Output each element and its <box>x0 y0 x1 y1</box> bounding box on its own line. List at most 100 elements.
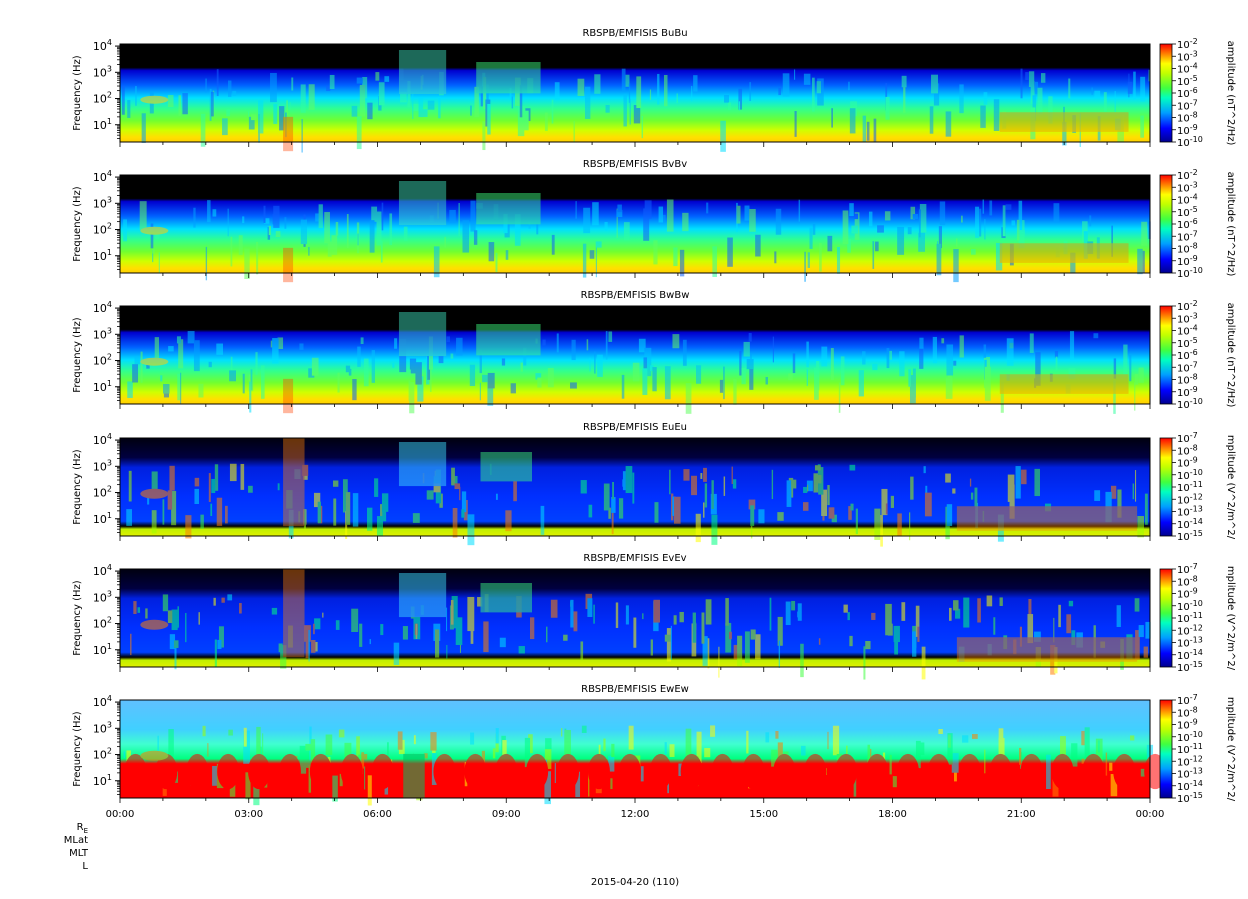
colorbar-tick-label: 10-6 <box>1177 86 1198 100</box>
x-tick-label: 15:00 <box>749 809 778 820</box>
spectrogram-image <box>120 44 1150 142</box>
colorbar-tick-label: 10-9 <box>1177 123 1198 137</box>
y-tick-label: 101 <box>93 248 112 263</box>
spectrogram-panel-4: RBSPB/EMFISIS EuEu 101 102 103 104 Frequency … <box>72 422 1236 547</box>
x-axis <box>119 667 1151 672</box>
y-axis: 101 102 103 104 <box>93 432 120 533</box>
colorbar-tick-label: 10-8 <box>1177 242 1198 256</box>
colorbar-tick-label: 10-8 <box>1177 111 1198 125</box>
colorbar-tick-label: 10-7 <box>1177 431 1198 445</box>
x-axis <box>119 142 1151 147</box>
colorbar-label: mplitude (V^2/m^2/ <box>1225 435 1236 540</box>
colorbar: 10-210-310-410-510-610-710-810-910-10 amp… <box>1159 299 1236 411</box>
colorbar-tick-label: 10-6 <box>1177 348 1198 362</box>
colorbar-tick-label: 10-7 <box>1177 562 1198 576</box>
y-tick-label: 104 <box>93 694 112 709</box>
ephemeris-label: L <box>82 861 88 872</box>
y-tick-label: 101 <box>93 379 112 394</box>
y-axis: 101 102 103 104 <box>93 169 120 270</box>
colorbar-tick-label: 10-11 <box>1177 742 1203 756</box>
x-axis: 00:00 03:00 06:00 09:00 12:00 15:00 18:00 21:00… <box>106 798 1164 820</box>
y-tick-label: 101 <box>93 117 112 132</box>
colorbar: 10-210-310-410-510-610-710-810-910-10 amp… <box>1159 168 1236 280</box>
y-tick-label: 102 <box>93 353 112 368</box>
colorbar-tick-label: 10-14 <box>1177 648 1203 662</box>
x-tick-label: 03:00 <box>234 809 263 820</box>
y-tick-label: 101 <box>93 773 112 788</box>
colorbar-tick-label: 10-3 <box>1177 180 1198 194</box>
colorbar-tick-label: 10-7 <box>1177 229 1198 243</box>
date-label: 2015-04-20 (110) <box>591 877 679 888</box>
x-tick-label: 18:00 <box>878 809 907 820</box>
colorbar-tick-label: 10-2 <box>1177 37 1198 51</box>
colorbar-tick-label: 10-5 <box>1177 336 1198 350</box>
y-tick-label: 104 <box>93 563 112 578</box>
y-axis-label: Frequency (Hz) <box>72 580 83 656</box>
spectrogram-texture <box>121 50 1150 153</box>
colorbar-tick-label: 10-7 <box>1177 98 1198 112</box>
colorbar-tick-label: 10-15 <box>1177 529 1203 543</box>
colorbar-tick-label: 10-5 <box>1177 74 1198 88</box>
y-tick-label: 102 <box>93 91 112 106</box>
colorbar-gradient <box>1159 305 1173 405</box>
y-axis: 101 102 103 104 <box>93 300 120 401</box>
colorbar-tick-label: 10-10 <box>1177 266 1203 280</box>
colorbar-tick-label: 10-4 <box>1177 324 1198 338</box>
y-tick-label: 103 <box>93 589 112 604</box>
colorbar-gradient <box>1159 568 1173 668</box>
colorbar-tick-label: 10-13 <box>1177 505 1203 519</box>
spectrogram-texture <box>127 312 1144 414</box>
colorbar-gradient <box>1159 699 1173 799</box>
colorbar-tick-label: 10-9 <box>1177 718 1198 732</box>
colorbar-tick-label: 10-2 <box>1177 299 1198 313</box>
colorbar-tick-label: 10-7 <box>1177 693 1198 707</box>
colorbar-tick-label: 10-8 <box>1177 705 1198 719</box>
y-tick-label: 102 <box>93 616 112 631</box>
colorbar-label: amplitude (nT^2/Hz) <box>1225 41 1236 146</box>
ephemeris-label: RE <box>77 822 88 835</box>
y-axis: 101 102 103 104 <box>93 694 120 795</box>
x-tick-label: 09:00 <box>492 809 521 820</box>
colorbar-label: amplitude (nT^2/Hz) <box>1225 172 1236 277</box>
colorbar-tick-label: 10-5 <box>1177 205 1198 219</box>
ephemeris-label: MLat <box>64 835 88 846</box>
colorbar-tick-label: 10-8 <box>1177 574 1198 588</box>
y-axis-label: Frequency (Hz) <box>72 317 83 393</box>
y-tick-label: 101 <box>93 642 112 657</box>
y-tick-label: 104 <box>93 169 112 184</box>
colorbar-tick-label: 10-10 <box>1177 397 1203 411</box>
colorbar-gradient <box>1159 437 1173 537</box>
colorbar-tick-label: 10-14 <box>1177 779 1203 793</box>
colorbar-tick-label: 10-6 <box>1177 217 1198 231</box>
x-tick-label: 00:00 <box>106 809 135 820</box>
spectrogram-texture <box>126 438 1148 547</box>
y-tick-label: 101 <box>93 511 112 526</box>
colorbar-tick-label: 10-10 <box>1177 468 1203 482</box>
colorbar-gradient <box>1159 43 1173 143</box>
colorbar-label: mplitude (V^2/m^2/ <box>1225 566 1236 671</box>
y-tick-label: 103 <box>93 458 112 473</box>
colorbar-tick-label: 10-8 <box>1177 443 1198 457</box>
y-tick-label: 104 <box>93 300 112 315</box>
colorbar: 10-710-810-910-1010-1110-1210-1310-1410-… <box>1159 562 1236 674</box>
colorbar-tick-label: 10-10 <box>1177 599 1203 613</box>
y-axis: 101 102 103 104 <box>93 38 120 139</box>
y-tick-label: 103 <box>93 195 112 210</box>
colorbar: 10-710-810-910-1010-1110-1210-1310-1410-… <box>1159 431 1236 543</box>
y-axis-label: Frequency (Hz) <box>72 55 83 131</box>
x-axis <box>119 536 1151 541</box>
y-tick-label: 104 <box>93 432 112 447</box>
y-axis-label: Frequency (Hz) <box>72 186 83 262</box>
spectrogram-texture <box>130 569 1151 680</box>
y-tick-label: 104 <box>93 38 112 53</box>
panel-title: RBSPB/EMFISIS BvBv <box>583 159 687 170</box>
panel-title: RBSPB/EMFISIS EvEv <box>583 553 686 564</box>
y-tick-label: 103 <box>93 720 112 735</box>
colorbar-tick-label: 10-15 <box>1177 791 1203 805</box>
colorbar-gradient <box>1159 174 1173 274</box>
spectrogram-texture <box>123 181 1151 283</box>
spectrogram-panel-3: RBSPB/EMFISIS BwBw 101 102 103 104 Frequency … <box>72 290 1236 414</box>
colorbar-tick-label: 10-4 <box>1177 193 1198 207</box>
colorbar-tick-label: 10-9 <box>1177 587 1198 601</box>
